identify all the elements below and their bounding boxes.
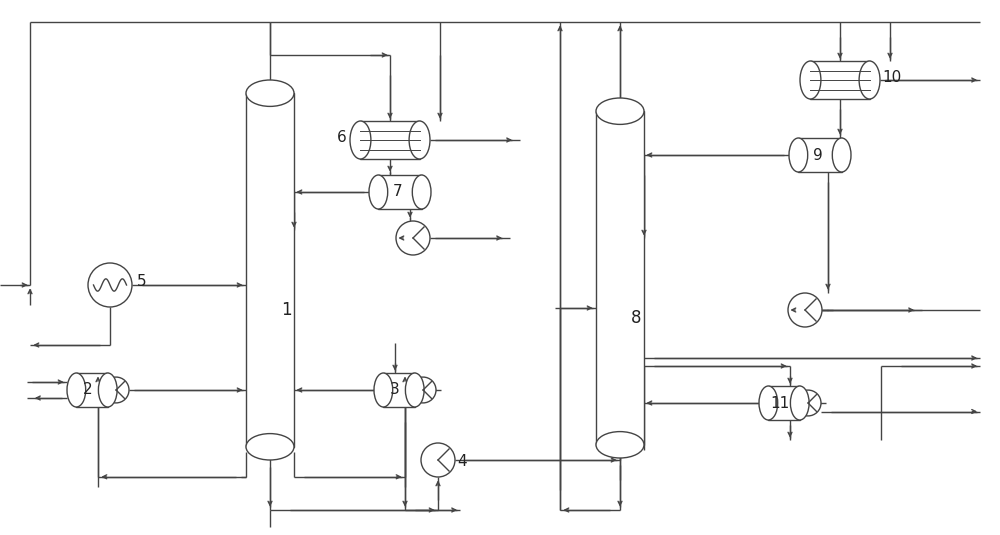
Text: 4: 4 [457,455,467,470]
Circle shape [103,377,129,403]
Ellipse shape [789,138,808,172]
Ellipse shape [596,432,644,458]
Bar [596,111,644,445]
Circle shape [421,443,455,477]
Ellipse shape [412,175,431,209]
Bar [246,93,294,447]
Bar [360,121,420,159]
Bar [810,61,870,99]
Bar [798,138,842,172]
Ellipse shape [67,373,86,407]
Text: 10: 10 [882,71,902,86]
Ellipse shape [759,386,778,420]
Circle shape [396,221,430,255]
Text: 8: 8 [631,309,641,327]
Circle shape [795,390,821,416]
Text: 5: 5 [137,273,147,288]
Text: 3: 3 [390,383,400,398]
Bar [378,175,422,209]
Ellipse shape [409,121,430,159]
Ellipse shape [596,98,644,125]
Ellipse shape [405,373,424,407]
Ellipse shape [246,80,294,106]
Text: 7: 7 [393,185,403,200]
Text: 11: 11 [770,395,790,410]
Ellipse shape [800,61,821,99]
Circle shape [788,293,822,327]
Text: 9: 9 [813,148,823,163]
Bar [768,386,800,420]
Text: 1: 1 [281,301,291,319]
Ellipse shape [374,373,393,407]
Text: 2: 2 [83,383,93,398]
Bar [383,373,415,407]
Ellipse shape [246,433,294,460]
Ellipse shape [790,386,809,420]
Circle shape [410,377,436,403]
Bar [76,373,108,407]
Text: 6: 6 [337,131,347,146]
Ellipse shape [832,138,851,172]
Ellipse shape [98,373,117,407]
Ellipse shape [859,61,880,99]
Circle shape [88,263,132,307]
Ellipse shape [369,175,388,209]
Ellipse shape [350,121,371,159]
